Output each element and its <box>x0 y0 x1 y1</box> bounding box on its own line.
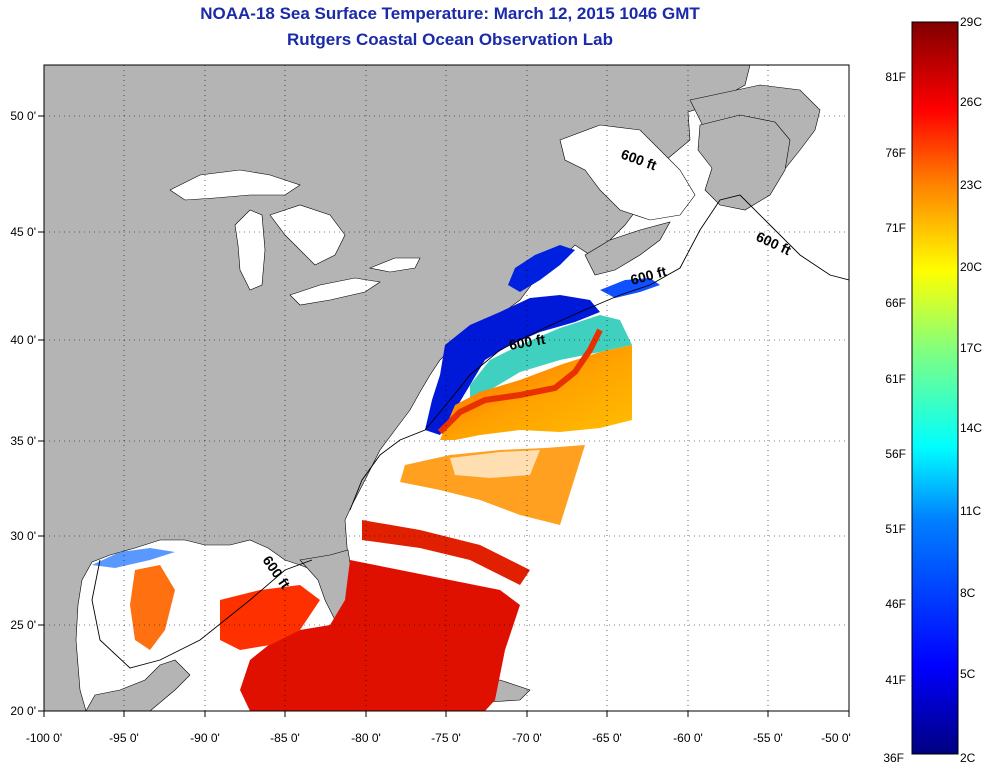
sst-gulf-mexico-east <box>220 585 320 650</box>
celsius-label: 14C <box>960 421 982 435</box>
celsius-label: 8C <box>960 586 976 600</box>
great-lakes <box>169 169 421 306</box>
depth-contour-600ft <box>91 194 849 669</box>
x-tick-label: -85 0' <box>270 731 300 745</box>
map-title: NOAA-18 Sea Surface Temperature: March 1… <box>200 4 700 23</box>
y-tick-labels: 50 0' 45 0' 40 0' 35 0' 30 0' 25 0' 20 0… <box>10 109 36 718</box>
sst-cold-shelf <box>425 295 600 435</box>
celsius-label: 11C <box>960 504 981 518</box>
celsius-label: 2C <box>960 751 976 765</box>
fahrenheit-label: 41F <box>885 673 906 687</box>
colorbar-celsius-labels: 29C 26C 23C 20C 17C 14C 11C 8C 5C 2C <box>960 15 982 765</box>
colorbar <box>911 21 959 755</box>
celsius-label: 23C <box>960 178 982 192</box>
fahrenheit-label: 56F <box>885 447 906 461</box>
celsius-label: 17C <box>960 341 982 355</box>
y-tick-label: 45 0' <box>10 225 36 239</box>
fahrenheit-label: 66F <box>885 296 906 310</box>
land-newfoundland <box>697 114 791 211</box>
fahrenheit-label: 61F <box>885 372 906 386</box>
sst-slope-water <box>470 315 632 400</box>
x-tick-label: -90 0' <box>190 731 220 745</box>
x-tick-label: -95 0' <box>109 731 139 745</box>
y-tick-label: 25 0' <box>10 618 36 632</box>
colorbar-fahrenheit-labels: 81F 76F 71F 66F 61F 56F 51F 46F 41F 36F <box>883 70 906 765</box>
celsius-label: 5C <box>960 667 976 681</box>
x-tick-label: -75 0' <box>431 731 461 745</box>
land-yucatan <box>85 659 191 711</box>
y-tick-label: 35 0' <box>10 434 36 448</box>
x-tick-label: -100 0' <box>26 731 62 745</box>
sst-gulf-stream-core <box>437 328 603 435</box>
x-tick-labels: -100 0' -95 0' -90 0' -85 0' -80 0' -75 … <box>26 731 851 745</box>
fahrenheit-label: 71F <box>885 221 906 235</box>
y-tick-label: 30 0' <box>10 529 36 543</box>
y-tick-label: 50 0' <box>10 109 36 123</box>
sst-cold-maine <box>508 245 575 292</box>
fahrenheit-label: 81F <box>885 70 906 84</box>
grid-lines <box>44 65 849 711</box>
fahrenheit-label: 51F <box>885 522 906 536</box>
x-tick-label: -60 0' <box>673 731 703 745</box>
gulf-st-lawrence <box>559 124 696 221</box>
fahrenheit-label: 36F <box>883 751 904 765</box>
fahrenheit-label: 76F <box>885 146 906 160</box>
x-tick-label: -55 0' <box>753 731 783 745</box>
sst-bahamas <box>240 560 520 711</box>
x-tick-label: -50 0' <box>821 731 851 745</box>
map-subtitle: Rutgers Coastal Ocean Observation Lab <box>287 30 613 49</box>
sst-gulf-coast <box>92 548 175 568</box>
sst-cold-scotian <box>600 278 660 298</box>
y-tick-label: 40 0' <box>10 333 36 347</box>
tick-marks <box>38 115 850 717</box>
x-tick-label: -80 0' <box>351 731 381 745</box>
y-tick-label: 20 0' <box>10 704 36 718</box>
fahrenheit-label: 46F <box>885 597 906 611</box>
celsius-label: 29C <box>960 15 982 29</box>
celsius-label: 20C <box>960 260 982 274</box>
sst-swath-south-cloud <box>450 450 540 478</box>
sst-gulf-mexico-west <box>130 565 175 650</box>
contour-label-4: 600 ft <box>508 331 547 353</box>
celsius-label: 26C <box>960 95 982 109</box>
x-tick-label: -70 0' <box>512 731 542 745</box>
land-nova-scotia <box>584 221 671 276</box>
x-tick-label: -65 0' <box>592 731 622 745</box>
